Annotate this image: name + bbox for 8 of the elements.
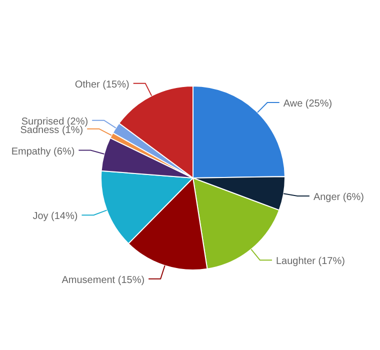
slice-label: Empathy (6%) — [11, 146, 75, 158]
slice-label: Awe (25%) — [283, 98, 332, 110]
slice-label: Sadness (1%) — [20, 124, 84, 136]
slice-label: Other (15%) — [74, 79, 130, 90]
slice-label: Amusement (15%) — [62, 274, 145, 286]
slice-label: Laughter (17%) — [276, 256, 345, 268]
slice-label: Anger (6%) — [313, 192, 364, 204]
slice-label: Joy (14%) — [32, 211, 78, 222]
